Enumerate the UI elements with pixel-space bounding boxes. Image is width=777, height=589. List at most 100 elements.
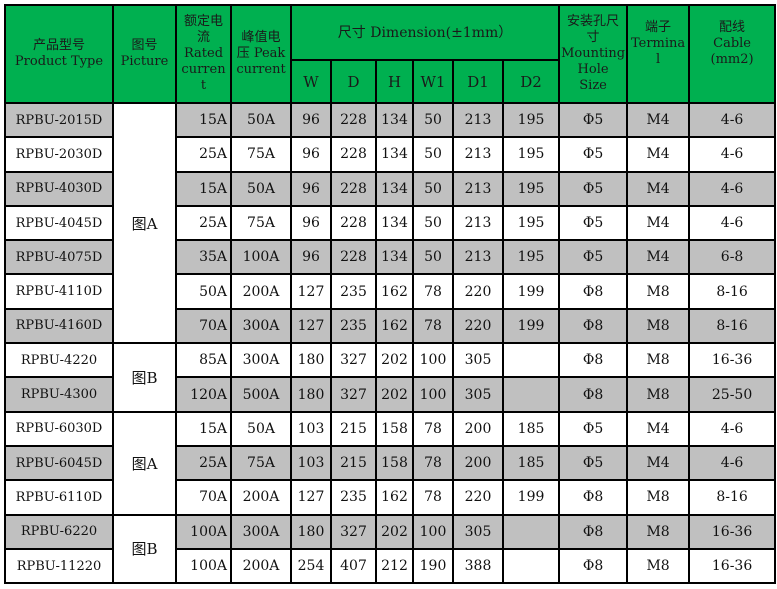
header-product-type: 产品型号 Product Type bbox=[4, 4, 114, 104]
header-text: t bbox=[200, 78, 207, 93]
cell-cable: 25-50 bbox=[688, 376, 777, 413]
cell-d1: 213 bbox=[452, 170, 504, 207]
table-row: RPBU-4110D 50A 200A 127 235 162 78 220 199 Φ8 M8 8-… bbox=[4, 273, 777, 310]
cell-product-type: RPBU-4030D bbox=[4, 170, 114, 207]
cell-cable: 8-16 bbox=[688, 273, 777, 310]
header-text: current bbox=[236, 62, 286, 77]
cell-rated: 25A bbox=[175, 444, 232, 482]
header-d: D bbox=[330, 59, 377, 104]
header-text: 流 bbox=[196, 30, 210, 45]
cell-d: 215 bbox=[330, 444, 377, 482]
header-text: Product Type bbox=[14, 54, 104, 69]
cell-h: 162 bbox=[375, 273, 414, 310]
cell-terminal: M4 bbox=[626, 204, 691, 242]
cell-d2: 195 bbox=[501, 170, 561, 207]
cell-cable: 4-6 bbox=[688, 170, 777, 207]
cell-d: 228 bbox=[330, 101, 377, 139]
table-row: RPBU-4030D 15A 50A 96 228 134 50 213 195 Φ5 M4 4-6 bbox=[4, 170, 777, 207]
table-row: RPBU-2030D 25A 75A 96 228 134 50 213 195 Φ5 M4 4-6 bbox=[4, 136, 777, 173]
table-row: RPBU-6030D 图A 15A 50A 103 215 158 78 200 185 Φ5 M4 4… bbox=[4, 410, 777, 516]
cell-terminal: M4 bbox=[626, 444, 691, 482]
header-terminal: 端子 Termina l bbox=[626, 4, 691, 104]
cell-d1: 305 bbox=[452, 513, 504, 550]
cell-hole: Φ8 bbox=[558, 513, 629, 550]
header-text: 压 Peak bbox=[236, 46, 286, 61]
cell-d2: 195 bbox=[501, 136, 561, 173]
cell-w: 103 bbox=[290, 410, 332, 447]
cell-hole: Φ5 bbox=[558, 204, 629, 242]
cell-peak: 200A bbox=[230, 273, 292, 310]
table-row: RPBU-11220 100A 200A 254 407 212 190 388 Φ8 M8 16-… bbox=[4, 547, 777, 585]
cell-w: 180 bbox=[290, 342, 332, 379]
cell-d: 327 bbox=[330, 376, 377, 413]
cell-rated: 25A bbox=[175, 204, 232, 242]
cell-w: 254 bbox=[290, 547, 332, 585]
cell-w: 127 bbox=[290, 307, 332, 345]
header-text: 产品型号 bbox=[32, 38, 85, 53]
cell-d2 bbox=[501, 342, 561, 379]
cell-d1: 220 bbox=[452, 307, 504, 345]
cell-h: 162 bbox=[375, 479, 414, 516]
table-row: RPBU-6110D 70A 200A 127 235 162 78 220 199 Φ8 M8 8-… bbox=[4, 479, 777, 516]
cell-d2: 195 bbox=[501, 204, 561, 242]
cell-hole: Φ5 bbox=[558, 410, 629, 447]
cell-cable: 4-6 bbox=[688, 204, 777, 242]
cell-rated: 15A bbox=[175, 410, 232, 447]
cell-product-type: RPBU-6110D bbox=[4, 479, 114, 516]
header-text: Rated bbox=[183, 46, 224, 61]
cell-peak: 200A bbox=[230, 479, 292, 516]
header-rated-current: 额定电流 Rated curren t bbox=[175, 4, 232, 104]
cell-d1: 305 bbox=[452, 376, 504, 413]
cell-peak: 100A bbox=[230, 239, 292, 276]
cell-d: 327 bbox=[330, 513, 377, 550]
cell-hole: Φ8 bbox=[558, 273, 629, 310]
cell-d1: 200 bbox=[452, 444, 504, 482]
header-text: 额定电 bbox=[183, 14, 223, 29]
cell-peak: 75A bbox=[230, 444, 292, 482]
cell-w1: 190 bbox=[412, 547, 454, 585]
cell-cable: 16-36 bbox=[688, 547, 777, 585]
cell-w1: 50 bbox=[412, 170, 454, 207]
cell-rated: 70A bbox=[175, 479, 232, 516]
table-row: RPBU-4220 图B 85A 300A 180 327 202 100 305 Φ8 M8 16-… bbox=[4, 342, 777, 413]
cell-product-type: RPBU-2030D bbox=[4, 136, 114, 173]
header-dimension: 尺寸 Dimension(±1mm） bbox=[289, 3, 561, 62]
table-row: RPBU-4045D 25A 75A 96 228 134 50 213 195 Φ5 M4 4-6 bbox=[4, 204, 777, 242]
cell-d2: 185 bbox=[501, 444, 561, 482]
cell-d2: 185 bbox=[501, 410, 561, 447]
header-peak-current: 峰值电压 Peak current bbox=[230, 4, 292, 104]
cell-rated: 100A bbox=[175, 547, 232, 585]
header-dims-row: W D H W1 D1 D2 bbox=[5, 59, 775, 104]
cell-h: 134 bbox=[375, 204, 414, 242]
cell-h: 212 bbox=[375, 547, 414, 585]
cell-d2: 199 bbox=[501, 273, 561, 310]
cell-hole: Φ5 bbox=[558, 170, 629, 207]
cell-w: 96 bbox=[290, 239, 332, 276]
cell-h: 134 bbox=[375, 239, 414, 276]
header-text: Size bbox=[579, 78, 607, 93]
cell-product-type: RPBU-11220 bbox=[4, 547, 114, 585]
cell-w: 103 bbox=[290, 444, 332, 482]
cell-d2: 199 bbox=[501, 479, 561, 516]
cell-d2: 195 bbox=[501, 239, 561, 276]
cell-d: 228 bbox=[330, 204, 377, 242]
cell-w1: 78 bbox=[412, 273, 454, 310]
cell-rated: 15A bbox=[175, 101, 232, 139]
cell-peak: 50A bbox=[230, 170, 292, 207]
cell-peak: 200A bbox=[230, 547, 292, 585]
cell-w: 180 bbox=[290, 376, 332, 413]
cell-d2 bbox=[501, 376, 561, 413]
cell-terminal: M8 bbox=[626, 273, 691, 310]
cell-d2: 195 bbox=[501, 101, 561, 139]
cell-w1: 100 bbox=[412, 342, 454, 379]
cell-picture: 图B bbox=[112, 342, 177, 413]
cell-d: 228 bbox=[330, 136, 377, 173]
cell-cable: 4-6 bbox=[688, 101, 777, 139]
cell-d1: 220 bbox=[452, 479, 504, 516]
cell-d1: 388 bbox=[452, 547, 504, 585]
cell-cable: 4-6 bbox=[688, 410, 777, 447]
header-d1: D1 bbox=[452, 59, 504, 104]
cell-terminal: M4 bbox=[626, 410, 691, 447]
cell-h: 202 bbox=[375, 513, 414, 550]
header-text: (mm2) bbox=[710, 52, 754, 67]
